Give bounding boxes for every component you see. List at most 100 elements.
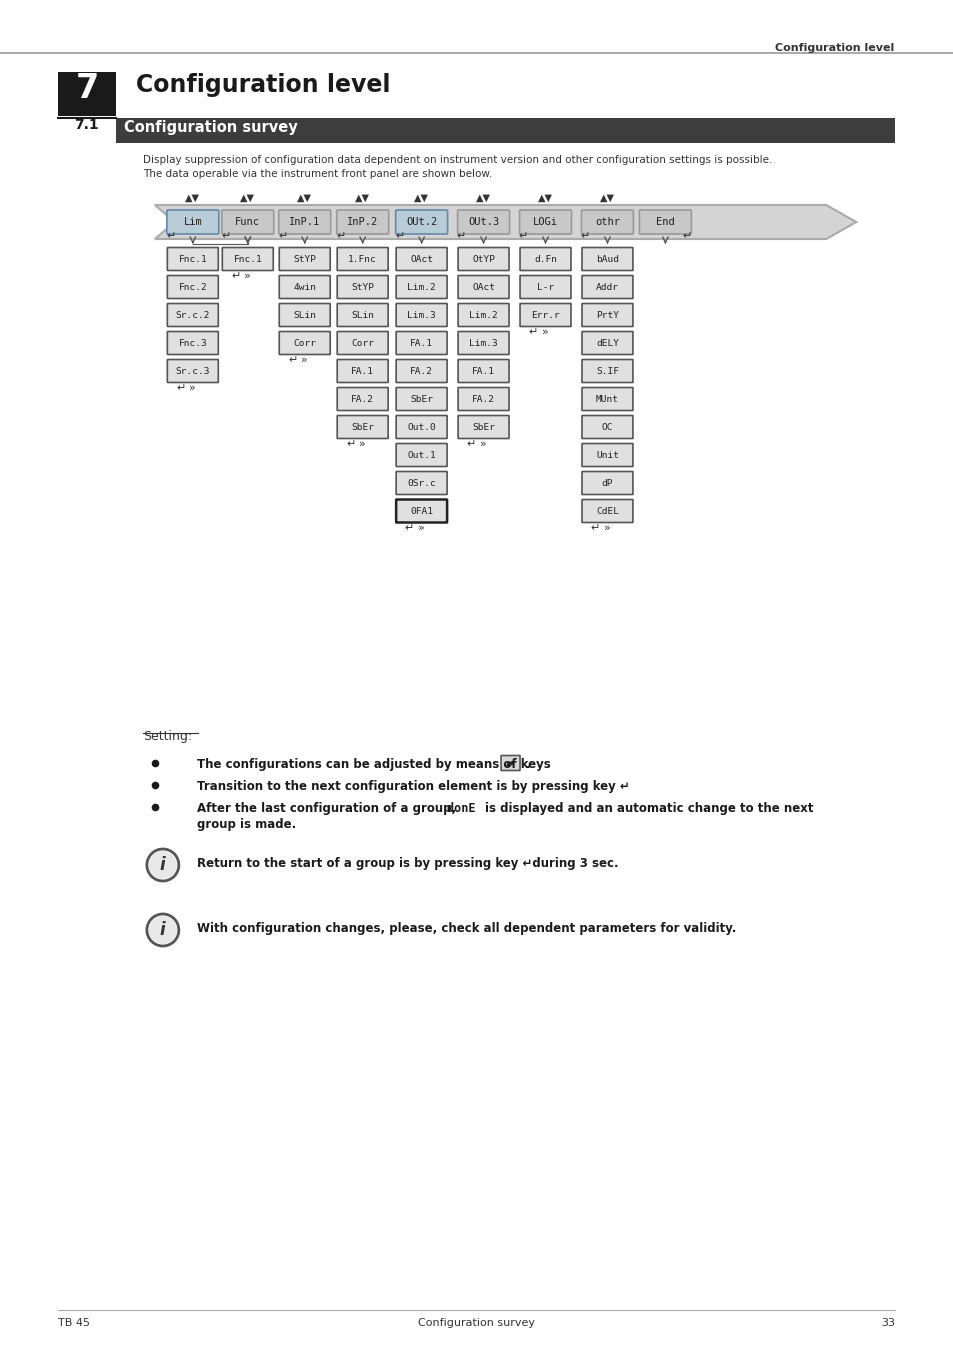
FancyBboxPatch shape: [581, 500, 632, 522]
FancyBboxPatch shape: [581, 359, 632, 382]
FancyBboxPatch shape: [336, 416, 388, 439]
FancyBboxPatch shape: [278, 211, 331, 234]
FancyBboxPatch shape: [519, 247, 571, 270]
Text: ↵: ↵: [231, 271, 240, 281]
Text: ↵: ↵: [466, 439, 476, 450]
Text: 4win: 4win: [293, 282, 315, 292]
FancyBboxPatch shape: [500, 756, 519, 771]
FancyBboxPatch shape: [336, 387, 388, 410]
FancyBboxPatch shape: [279, 304, 330, 327]
FancyBboxPatch shape: [581, 332, 632, 355]
Text: 1.Fnc: 1.Fnc: [348, 255, 376, 263]
FancyBboxPatch shape: [395, 444, 447, 467]
Text: ↵: ↵: [590, 522, 599, 533]
FancyBboxPatch shape: [167, 359, 218, 382]
Text: ↵: ↵: [346, 439, 355, 450]
FancyBboxPatch shape: [395, 387, 447, 410]
Text: 0Sr.c: 0Sr.c: [407, 478, 436, 487]
Text: is displayed and an automatic change to the next: is displayed and an automatic change to …: [484, 802, 812, 815]
Text: InP.1: InP.1: [289, 217, 320, 227]
FancyBboxPatch shape: [395, 304, 447, 327]
Text: FA.1: FA.1: [472, 366, 495, 375]
FancyBboxPatch shape: [336, 275, 388, 298]
FancyBboxPatch shape: [395, 500, 447, 522]
Text: StYP: StYP: [351, 282, 374, 292]
Text: Lim.3: Lim.3: [469, 339, 497, 347]
Text: FA.2: FA.2: [410, 366, 433, 375]
Text: S.IF: S.IF: [596, 366, 618, 375]
Text: The configurations can be adjusted by means of keys: The configurations can be adjusted by me…: [196, 757, 554, 771]
FancyBboxPatch shape: [167, 332, 218, 355]
Text: 7.1: 7.1: [74, 117, 99, 132]
FancyBboxPatch shape: [581, 416, 632, 439]
Circle shape: [149, 850, 176, 879]
Text: ↵: ↵: [580, 231, 590, 242]
Text: TB 45: TB 45: [58, 1318, 90, 1328]
Text: After the last configuration of a group,: After the last configuration of a group,: [196, 802, 459, 815]
Text: Lim: Lim: [183, 217, 202, 227]
Text: ▲▼: ▲▼: [537, 193, 553, 202]
FancyBboxPatch shape: [457, 275, 509, 298]
Text: »: »: [541, 327, 548, 338]
Bar: [0, 53, 952, 54]
FancyBboxPatch shape: [519, 304, 571, 327]
Text: ↵: ↵: [221, 231, 231, 242]
FancyBboxPatch shape: [336, 332, 388, 355]
Text: dP: dP: [601, 478, 613, 487]
Text: »: »: [603, 522, 610, 533]
Text: LOGi: LOGi: [533, 217, 558, 227]
Text: ▲▼: ▲▼: [297, 193, 312, 202]
Text: Unit: Unit: [596, 451, 618, 459]
Text: ↵: ↵: [395, 231, 404, 242]
Text: OAct: OAct: [472, 282, 495, 292]
Text: ↵: ↵: [288, 355, 297, 364]
Text: Fnc.3: Fnc.3: [178, 339, 207, 347]
Text: Lim.2: Lim.2: [407, 282, 436, 292]
Text: .: .: [521, 757, 530, 771]
Text: Out.0: Out.0: [407, 423, 436, 432]
Text: SLin: SLin: [293, 310, 315, 320]
FancyBboxPatch shape: [167, 211, 218, 234]
Text: Corr: Corr: [293, 339, 315, 347]
Text: ↵: ↵: [176, 383, 185, 393]
FancyBboxPatch shape: [221, 211, 274, 234]
Text: d.Fn: d.Fn: [534, 255, 557, 263]
Text: Addr: Addr: [596, 282, 618, 292]
FancyBboxPatch shape: [395, 359, 447, 382]
Polygon shape: [154, 205, 856, 239]
Text: Sr.c.3: Sr.c.3: [175, 366, 210, 375]
FancyBboxPatch shape: [581, 304, 632, 327]
FancyBboxPatch shape: [167, 275, 218, 298]
FancyBboxPatch shape: [395, 332, 447, 355]
Text: dELY: dELY: [596, 339, 618, 347]
FancyBboxPatch shape: [639, 211, 691, 234]
Bar: [58, 72, 115, 116]
FancyBboxPatch shape: [457, 211, 509, 234]
FancyBboxPatch shape: [581, 444, 632, 467]
FancyBboxPatch shape: [279, 247, 330, 270]
Text: PrtY: PrtY: [596, 310, 618, 320]
FancyBboxPatch shape: [279, 332, 330, 355]
Text: Configuration survey: Configuration survey: [417, 1318, 535, 1328]
Text: ↵: ↵: [335, 231, 345, 242]
Text: StYP: StYP: [293, 255, 315, 263]
FancyBboxPatch shape: [395, 211, 447, 234]
Text: ↵: ↵: [528, 327, 537, 338]
Text: Transition to the next configuration element is by pressing key ↵: Transition to the next configuration ele…: [196, 780, 629, 792]
Text: Lim.3: Lim.3: [407, 310, 436, 320]
FancyBboxPatch shape: [581, 275, 632, 298]
Text: ▲▼: ▲▼: [355, 193, 370, 202]
Text: Configuration level: Configuration level: [135, 73, 390, 97]
FancyBboxPatch shape: [336, 211, 388, 234]
Text: »: »: [190, 383, 196, 393]
FancyBboxPatch shape: [395, 471, 447, 494]
Text: ▲▼: ▲▼: [505, 759, 515, 768]
Text: OUt.3: OUt.3: [468, 217, 498, 227]
Text: i: i: [160, 856, 166, 873]
Text: Fnc.1: Fnc.1: [233, 255, 262, 263]
Bar: [115, 117, 894, 143]
FancyBboxPatch shape: [457, 304, 509, 327]
Text: Corr: Corr: [351, 339, 374, 347]
FancyBboxPatch shape: [279, 275, 330, 298]
FancyBboxPatch shape: [167, 247, 218, 270]
